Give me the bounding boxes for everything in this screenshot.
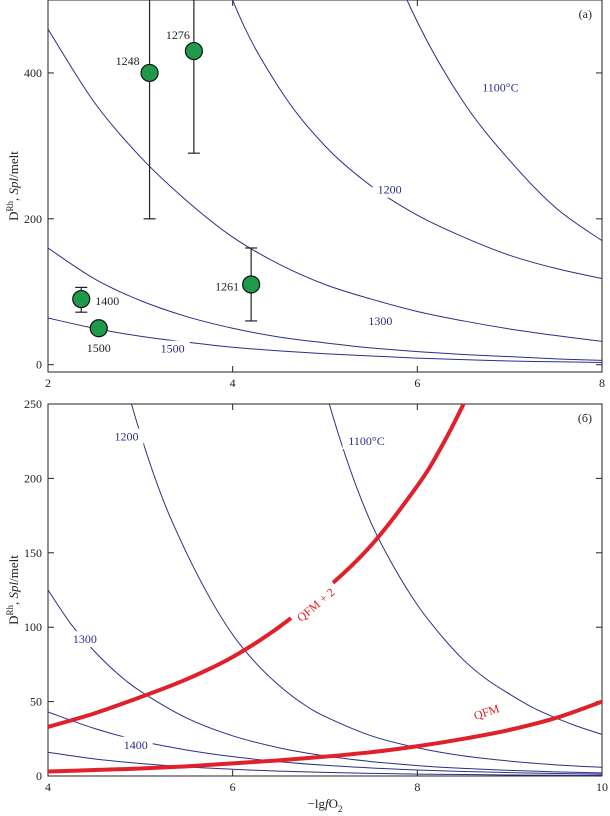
buffer-label-bg (289, 581, 342, 629)
isotherm-label: 1400 (124, 738, 148, 752)
isotherm-label: 1100°C (482, 81, 518, 95)
data-point (72, 289, 91, 309)
data-point (89, 319, 108, 338)
y-tick-label: 250 (24, 397, 42, 411)
y-tick-label: 200 (24, 212, 42, 226)
isotherm-label-bg (342, 433, 391, 450)
isotherm-line (48, 751, 602, 776)
isotherm-label-bg (67, 631, 102, 648)
isotherm-label-bg (476, 79, 525, 96)
y-tick-label: 150 (24, 546, 42, 560)
isotherm-line (48, 589, 602, 774)
panel-a: 2 4 6 8 0 200 400 DRh, Spl/melt (а) 1100°C 1200 130… (5, 0, 605, 390)
isotherm-label: 1200 (378, 183, 402, 197)
x-tick-label: 10 (596, 780, 608, 794)
isotherm-label: 1100°C (348, 434, 384, 448)
isotherm-label-bg (363, 312, 398, 329)
x-tick-label: 8 (599, 376, 605, 390)
isotherm-label: 1300 (73, 632, 97, 646)
isotherm-line (406, 0, 602, 242)
isotherm-label-bg (118, 736, 153, 753)
y-tick-label: 0 (36, 358, 42, 372)
y-tick-label: 0 (36, 769, 42, 783)
y-axis-title: DRh, Spl/melt (5, 151, 21, 221)
x-tick-label: 4 (230, 376, 236, 390)
isotherm-line (48, 317, 602, 364)
isotherm-line (130, 404, 602, 768)
plot-frame (47, 0, 603, 373)
buffer-label-bg (471, 700, 502, 724)
x-tick-label: 2 (45, 376, 51, 390)
point-label: 1248 (116, 54, 140, 68)
x-tick-label: 6 (230, 780, 236, 794)
panel-label: (б) (578, 411, 592, 425)
panel-label: (а) (579, 7, 592, 21)
data-point (140, 63, 159, 83)
plot-area (48, 0, 602, 364)
y-tick-label: 50 (30, 695, 42, 709)
y-tick-label: 100 (24, 620, 42, 634)
isotherm-line (48, 28, 602, 342)
isotherm-label: 1300 (368, 314, 392, 328)
x-tick-label: 4 (45, 780, 51, 794)
data-point (242, 275, 261, 294)
buffer-label: QFM + 2 (294, 585, 337, 625)
y-tick-label: 400 (24, 66, 42, 80)
point-label: 1261 (215, 279, 239, 293)
point-label: 1500 (87, 341, 111, 355)
isotherm-line (48, 247, 602, 361)
point-label: 1400 (95, 294, 119, 308)
isotherm-label-bg (155, 340, 190, 357)
buffer-line (48, 699, 602, 774)
data-point (184, 41, 203, 61)
isotherm-label-bg (372, 181, 407, 198)
isotherm-label: 1500 (161, 342, 185, 356)
isotherm-line (328, 404, 602, 735)
y-tick-label: 200 (24, 471, 42, 485)
x-axis-title: −lgfO2 (308, 796, 343, 814)
plot-area (48, 404, 602, 776)
isotherm-line (232, 0, 602, 280)
isotherm-label-bg (109, 428, 144, 445)
x-tick-label: 6 (414, 376, 420, 390)
point-label: 1276 (166, 28, 190, 42)
x-tick-label: 8 (414, 780, 420, 794)
y-axis-title: DRh, Spl/melt (5, 555, 21, 625)
isotherm-label: 1200 (114, 430, 138, 444)
